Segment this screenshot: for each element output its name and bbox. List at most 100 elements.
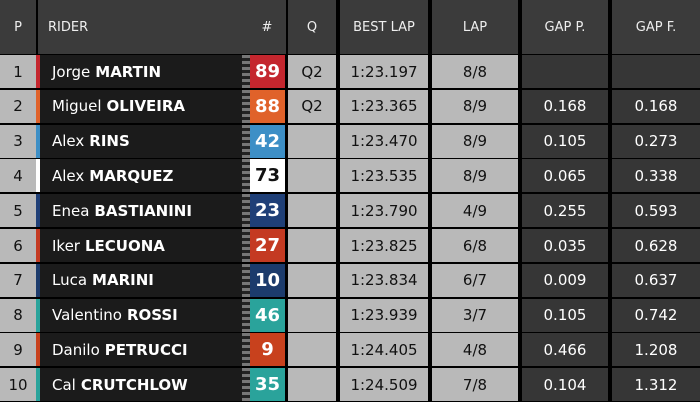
last-name: LECUONA [84,236,165,255]
checker [242,194,250,228]
lap: 6/8 [432,229,518,262]
gap-first [612,55,700,88]
rider-number: 89 [250,55,285,88]
number-header: # [248,0,286,54]
lap: 8/8 [432,55,518,88]
gap-previous [522,55,608,88]
rider-name: Iker LECUONA [40,229,242,262]
pos-header: P [0,0,36,54]
best-lap: 1:24.405 [340,333,428,367]
lap: 4/9 [432,194,518,228]
rider-name: Luca MARINI [40,263,242,297]
best-lap: 1:23.825 [340,229,428,262]
checker [242,229,250,262]
best-lap: 1:23.197 [340,55,428,88]
team-stripe [36,89,40,123]
rider-name: Valentino ROSSI [40,298,242,332]
team-stripe [36,298,40,332]
rider-number: 9 [250,333,285,367]
rider-name: Enea BASTIANINI [40,194,242,228]
rider-number: 42 [250,124,285,158]
first-name: Miguel [52,97,102,116]
best-lap: 1:23.834 [340,263,428,297]
first-name: Luca [52,271,88,290]
gap-previous: 0.255 [522,194,608,228]
qualifying [288,263,336,297]
last-name: MARQUEZ [89,166,174,185]
position: 3 [0,124,36,158]
first-name: Cal [52,375,76,394]
qualifying [288,229,336,262]
last-name: BASTIANINI [94,201,192,220]
position: 7 [0,263,36,297]
first-name: Alex [52,132,85,151]
rider-number: 10 [250,263,285,297]
position: 4 [0,159,36,193]
rider-header: RIDER [38,0,286,54]
last-name: MARTIN [95,62,162,81]
qualifying: Q2 [288,55,336,88]
gap-previous: 0.009 [522,263,608,297]
gap-previous: 0.168 [522,89,608,123]
checker [242,55,250,88]
gap-first: 0.628 [612,229,700,262]
team-stripe [36,333,40,367]
qualifying [288,194,336,228]
team-stripe [36,368,40,402]
first-name: Enea [52,201,90,220]
rider-number: 73 [250,159,285,193]
first-name: Valentino [52,306,122,325]
first-name: Iker [52,236,80,255]
gap-first: 0.168 [612,89,700,123]
checker [242,333,250,367]
rider-name: Jorge MARTIN [40,55,242,88]
position: 6 [0,229,36,262]
qualifying [288,333,336,367]
qualifying [288,124,336,158]
last-name: CRUTCHLOW [80,375,188,394]
checker [242,89,250,123]
best-lap: 1:23.939 [340,298,428,332]
gap-first: 1.208 [612,333,700,367]
rider-number: 23 [250,194,285,228]
gap-first: 0.593 [612,194,700,228]
qualifying [288,298,336,332]
gap-first: 0.742 [612,298,700,332]
qualifying [288,368,336,402]
team-stripe [36,159,40,193]
gap-first: 0.273 [612,124,700,158]
lap: 3/7 [432,298,518,332]
team-stripe [36,194,40,228]
team-stripe [36,124,40,158]
rider-number: 46 [250,298,285,332]
rider-number: 27 [250,229,285,262]
team-stripe [36,263,40,297]
position: 8 [0,298,36,332]
lap: 8/9 [432,89,518,123]
rider-name: Danilo PETRUCCI [40,333,242,367]
position: 2 [0,89,36,123]
rider-name: Alex RINS [40,124,242,158]
gap-first: 1.312 [612,368,700,402]
best-lap: 1:24.509 [340,368,428,402]
best-lap-header: BEST LAP [340,0,428,54]
rider-name: Cal CRUTCHLOW [40,368,242,402]
team-stripe [36,229,40,262]
checker [242,159,250,193]
checker [242,368,250,402]
gap-previous: 0.105 [522,124,608,158]
last-name: RINS [89,132,130,151]
best-lap: 1:23.790 [340,194,428,228]
first-name: Jorge [52,62,91,81]
lap: 7/8 [432,368,518,402]
gap-previous: 0.104 [522,368,608,402]
qualifying: Q2 [288,89,336,123]
best-lap: 1:23.535 [340,159,428,193]
last-name: PETRUCCI [104,340,188,359]
last-name: MARINI [92,271,154,290]
position: 1 [0,55,36,88]
best-lap: 1:23.365 [340,89,428,123]
lap: 8/9 [432,159,518,193]
gap-previous: 0.065 [522,159,608,193]
